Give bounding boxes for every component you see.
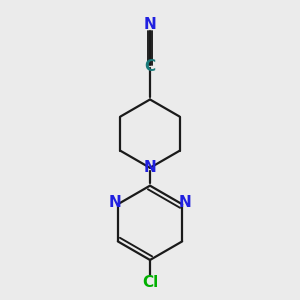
Text: N: N: [109, 195, 122, 210]
Text: C: C: [144, 59, 156, 74]
Text: Cl: Cl: [142, 275, 158, 290]
Text: N: N: [144, 160, 156, 175]
Text: N: N: [144, 17, 156, 32]
Text: N: N: [178, 195, 191, 210]
